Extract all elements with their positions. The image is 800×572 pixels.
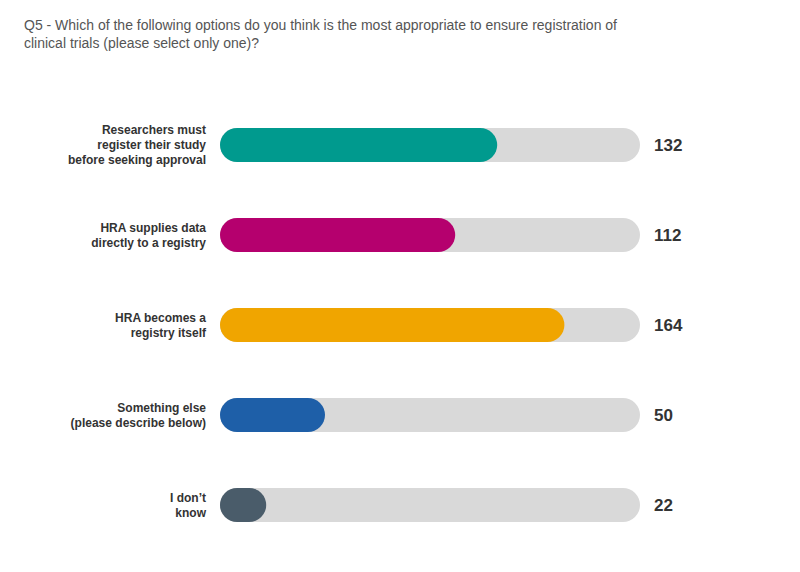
bars: [220, 128, 564, 522]
track: [220, 308, 640, 342]
data-label: 112: [654, 226, 681, 245]
bar: [220, 218, 455, 252]
data-label: 22: [654, 496, 673, 515]
chart-container: Q5 - Which of the following options do y…: [0, 0, 800, 572]
category-label: Something else(please describe below): [71, 401, 207, 430]
data-label: 164: [654, 316, 683, 335]
data-label: 50: [654, 406, 673, 425]
category-label: HRA becomes aregistry itself: [115, 311, 207, 340]
category-label: Researchers mustregister their studybefo…: [68, 123, 206, 167]
track: [220, 488, 640, 522]
category-label: I don’tknow: [170, 491, 207, 520]
bar: [220, 488, 266, 522]
track: [220, 218, 640, 252]
title: Q5 - Which of the following options do y…: [24, 17, 617, 51]
track: [220, 128, 640, 162]
category-label: HRA supplies datadirectly to a registry: [91, 221, 206, 250]
bar: [220, 398, 325, 432]
background: [0, 0, 800, 572]
labels: 132 Researchers mustregister their studyb…: [68, 123, 683, 520]
chart-svg: Q5 - Which of the following options do y…: [0, 0, 800, 572]
track: [220, 398, 640, 432]
bar: [220, 128, 497, 162]
data-label: 132: [654, 136, 682, 155]
bar: [220, 308, 564, 342]
tracks: [220, 128, 640, 522]
